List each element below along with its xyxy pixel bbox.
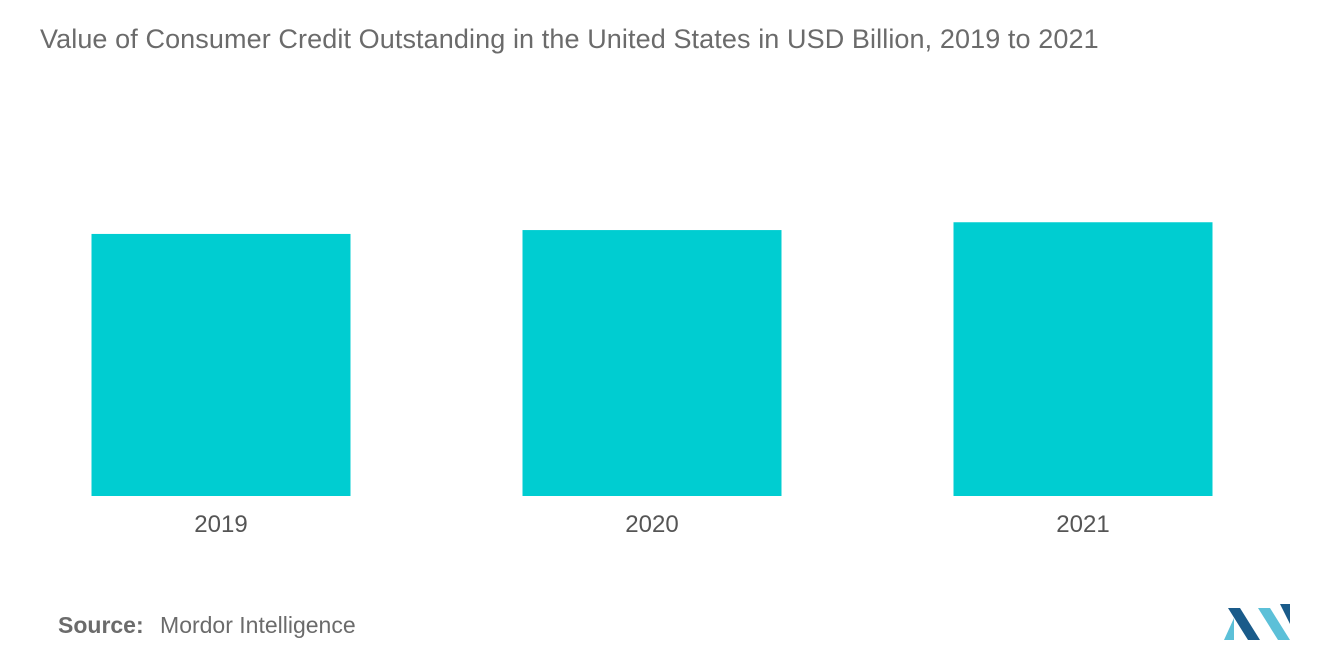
bar-2020 — [522, 230, 782, 496]
chart-title: Value of Consumer Credit Outstanding in … — [40, 24, 1099, 54]
bar-2019 — [91, 233, 351, 496]
source-label: Source: — [58, 612, 144, 638]
bar-2021 — [953, 222, 1213, 496]
logo-shape-right — [1258, 608, 1290, 640]
bar-chart: 2019 2020 2021 — [91, 222, 1213, 538]
logo-shape-mid — [1228, 608, 1260, 640]
source-note: Source: Mordor Intelligence — [58, 612, 356, 639]
x-tick-label-2019: 2019 — [194, 511, 247, 538]
logo-shape-end — [1280, 604, 1290, 624]
x-tick-label-2020: 2020 — [625, 511, 678, 538]
logo-shape-left — [1224, 618, 1234, 640]
source-text: Mordor Intelligence — [160, 612, 356, 638]
x-tick-label-2021: 2021 — [1056, 511, 1109, 538]
mordor-intelligence-logo-icon — [1224, 604, 1290, 640]
